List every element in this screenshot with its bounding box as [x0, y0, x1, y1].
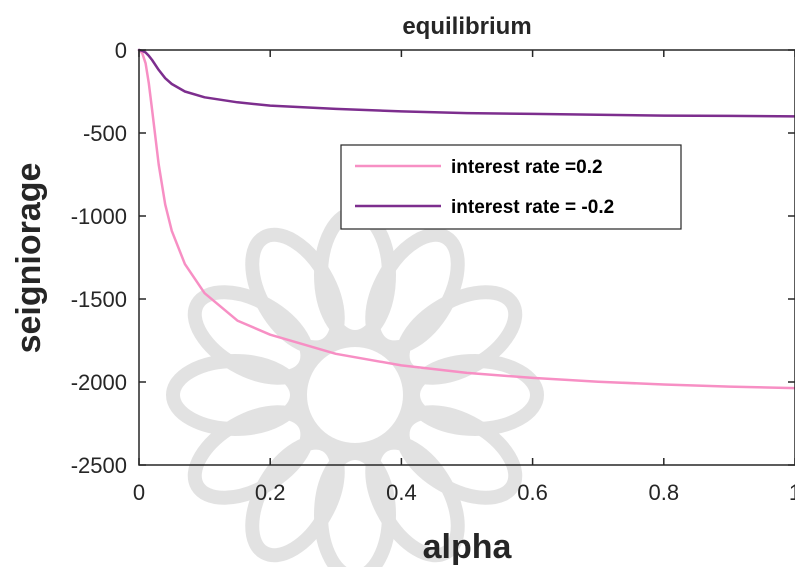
watermark-center [293, 333, 417, 457]
series-line-1 [137, 48, 795, 390]
x-tick-label: 0.2 [255, 480, 286, 505]
watermark-petal [166, 354, 304, 436]
x-tick-label: 0 [133, 480, 145, 505]
legend-box [340, 144, 682, 230]
plot-series [137, 48, 795, 390]
watermark-petal [187, 405, 315, 505]
legend-label-2: interest rate = -0.2 [451, 197, 614, 218]
y-axis-label: seigniorage [10, 163, 48, 354]
y-tick-label: -1000 [71, 204, 127, 229]
chart-title: equilibrium [402, 13, 531, 40]
watermark-petal [395, 405, 523, 505]
x-tick-label: 0.8 [649, 480, 680, 505]
legend: interest rate =0.2 interest rate = -0.2 [340, 144, 682, 230]
y-tick-label: 0 [115, 38, 127, 63]
x-axis-label: alpha [423, 528, 513, 566]
watermark-petal [314, 446, 396, 567]
y-tick-label: -2000 [71, 370, 127, 395]
x-tick-label: 0.6 [517, 480, 548, 505]
y-tick-label: -2500 [71, 453, 127, 478]
plot-frame [138, 49, 795, 466]
watermark-petal [187, 285, 315, 385]
watermark-petal [245, 435, 345, 563]
watermark-petal [365, 435, 465, 563]
series-line-2 [137, 48, 795, 118]
x-tick-label: 1 [789, 480, 795, 505]
x-tick-label: 0.4 [386, 480, 417, 505]
watermark-petal [365, 227, 465, 355]
y-tick-label: -500 [83, 121, 127, 146]
axis-ticks: 0 0.2 0.4 0.6 0.8 1 0 -500 -1000 -1500 -2000 -2500 [71, 38, 795, 505]
y-tick-label: -1500 [71, 287, 127, 312]
watermark-petal [406, 354, 544, 436]
legend-label-1: interest rate =0.2 [451, 157, 603, 178]
watermark-petal [245, 227, 345, 355]
